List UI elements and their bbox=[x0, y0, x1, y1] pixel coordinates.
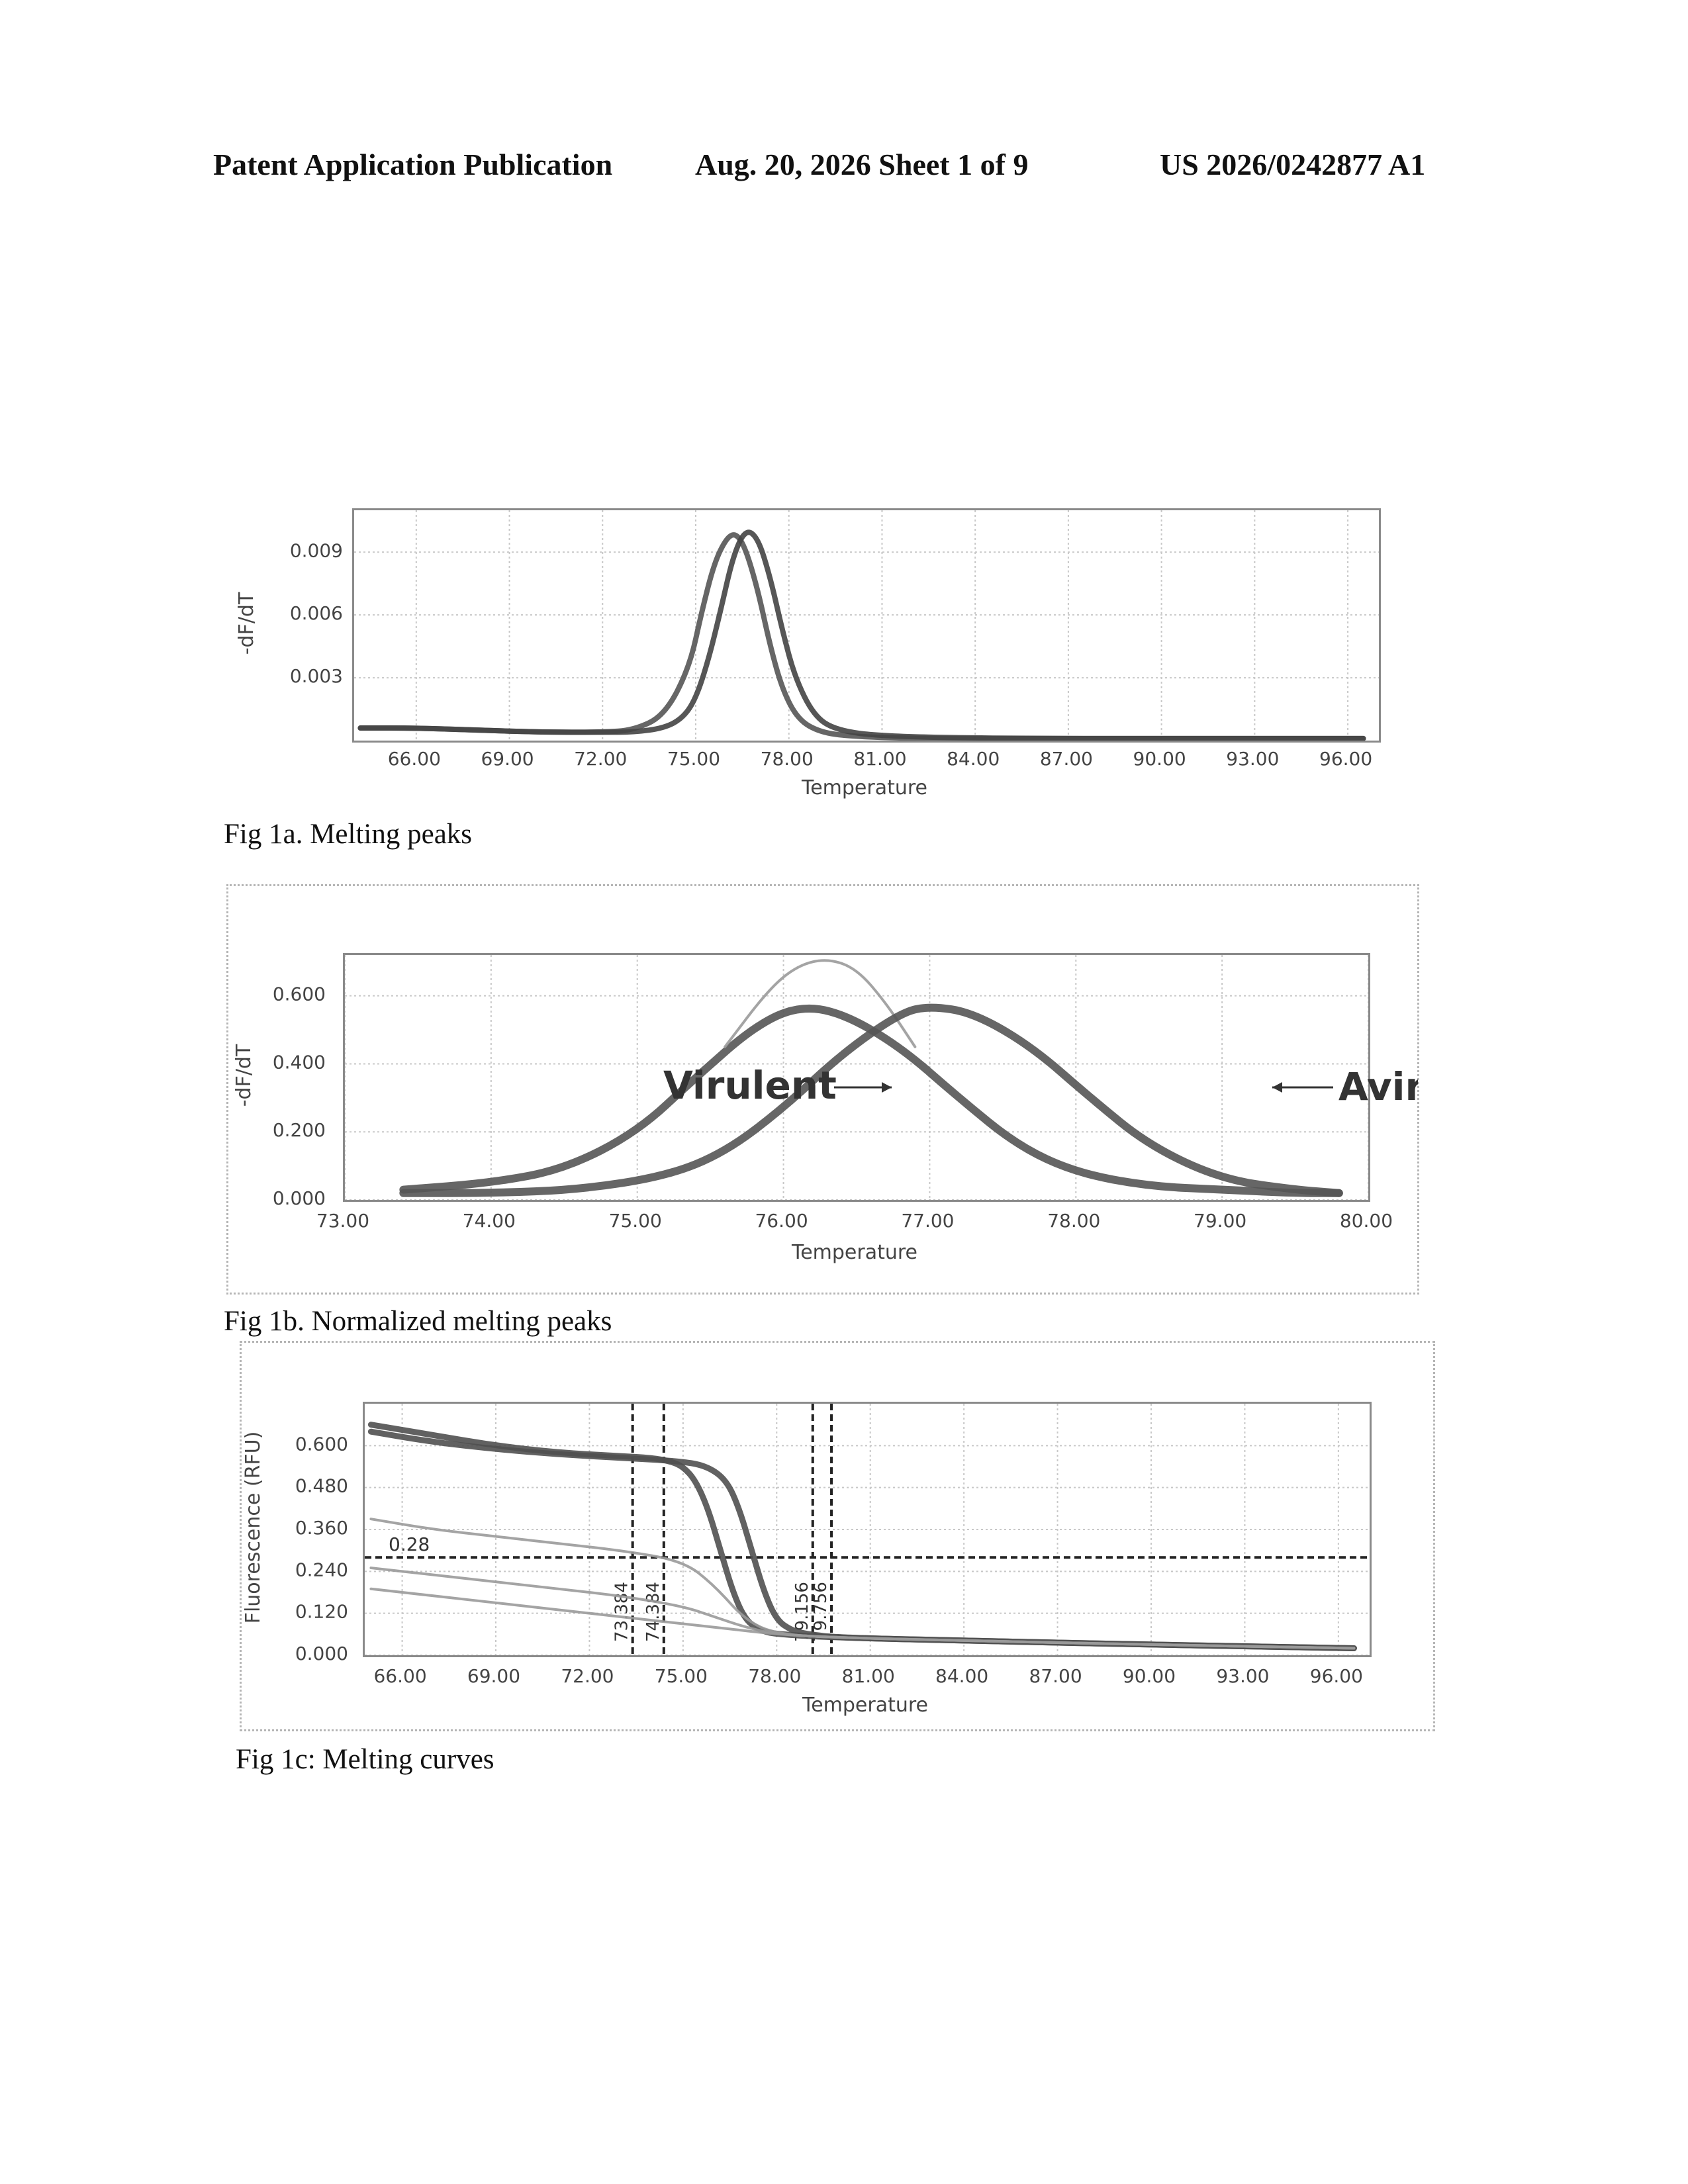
y-tick-label: 0.009 bbox=[290, 539, 343, 561]
x-tick-label: 72.00 bbox=[574, 748, 627, 770]
x-tick-label: 96.00 bbox=[1319, 748, 1372, 770]
y-tick-label: 0.400 bbox=[273, 1051, 326, 1073]
y-tick-label: 0.480 bbox=[295, 1475, 348, 1497]
x-tick-label: 90.00 bbox=[1123, 1665, 1176, 1687]
fig1b-axes: 73.00 74.00 75.00 76.00 77.00 78.00 79.00 80.00… bbox=[226, 953, 1418, 1291]
x-tick-label: 78.00 bbox=[761, 748, 814, 770]
patent-number: US 2026/0242877 A1 bbox=[1160, 147, 1425, 182]
x-tick-label: 90.00 bbox=[1133, 748, 1186, 770]
x-tick-label: 75.00 bbox=[655, 1665, 708, 1687]
x-tick-label: 75.00 bbox=[667, 748, 720, 770]
x-tick-label: 66.00 bbox=[373, 1665, 426, 1687]
fig1c-caption: Fig 1c: Melting curves bbox=[236, 1743, 494, 1776]
y-tick-label: 0.600 bbox=[295, 1433, 348, 1455]
y-tick-label: 0.240 bbox=[295, 1559, 348, 1580]
x-tick-label: 78.00 bbox=[748, 1665, 801, 1687]
y-tick-label: 0.600 bbox=[273, 983, 326, 1005]
y-tick-label: 0.120 bbox=[295, 1601, 348, 1623]
virulent-annotation: Virulent bbox=[663, 1063, 837, 1108]
x-axis-title: Temperature bbox=[791, 1241, 917, 1264]
y-tick-label: 0.003 bbox=[290, 665, 343, 687]
fig1a-caption: Fig 1a. Melting peaks bbox=[224, 818, 472, 850]
y-tick-label: 0.006 bbox=[290, 602, 343, 624]
x-tick-label: 93.00 bbox=[1226, 748, 1279, 770]
x-tick-label: 66.00 bbox=[388, 748, 441, 770]
y-axis-title: -dF/dT bbox=[232, 1044, 256, 1107]
publication-label: Patent Application Publication bbox=[213, 147, 612, 182]
x-tick-label: 87.00 bbox=[1040, 748, 1093, 770]
fig1a-axes: 66.00 69.00 72.00 75.00 78.00 81.00 84.00 87.00… bbox=[225, 508, 1417, 813]
x-tick-label: 84.00 bbox=[935, 1665, 988, 1687]
y-tick-label: 0.200 bbox=[273, 1119, 326, 1141]
y-tick-label: 0.000 bbox=[273, 1187, 326, 1209]
x-tick-label: 93.00 bbox=[1216, 1665, 1269, 1687]
date-sheet-label: Aug. 20, 2026 Sheet 1 of 9 bbox=[695, 147, 1028, 182]
x-tick-label: 75.00 bbox=[609, 1210, 662, 1232]
x-tick-label: 87.00 bbox=[1029, 1665, 1082, 1687]
y-axis-title: -dF/dT bbox=[235, 592, 258, 655]
x-tick-label: 76.00 bbox=[755, 1210, 808, 1232]
x-tick-label: 69.00 bbox=[467, 1665, 520, 1687]
avirulent-annotation: Avirulent bbox=[1338, 1064, 1418, 1109]
x-tick-label: 84.00 bbox=[947, 748, 1000, 770]
avirulent-arrowhead bbox=[1272, 1082, 1282, 1093]
x-tick-label: 73.00 bbox=[316, 1210, 369, 1232]
fig1b-caption: Fig 1b. Normalized melting peaks bbox=[224, 1305, 612, 1338]
x-tick-label: 96.00 bbox=[1310, 1665, 1363, 1687]
x-tick-label: 77.00 bbox=[901, 1210, 954, 1232]
x-tick-label: 79.00 bbox=[1194, 1210, 1246, 1232]
x-tick-label: 80.00 bbox=[1340, 1210, 1393, 1232]
fig1c-axes: 66.00 69.00 72.00 75.00 78.00 81.00 84.00 87.00… bbox=[240, 1402, 1431, 1733]
virulent-arrowhead bbox=[882, 1082, 892, 1093]
x-tick-label: 72.00 bbox=[561, 1665, 614, 1687]
x-tick-label: 78.00 bbox=[1047, 1210, 1100, 1232]
x-tick-label: 81.00 bbox=[842, 1665, 895, 1687]
x-tick-label: 74.00 bbox=[463, 1210, 516, 1232]
y-tick-label: 0.360 bbox=[295, 1517, 348, 1539]
y-axis-title: Fluorescence (RFU) bbox=[242, 1432, 265, 1624]
x-axis-title: Temperature bbox=[802, 1694, 928, 1717]
x-axis-title: Temperature bbox=[801, 776, 927, 799]
y-tick-label: 0.000 bbox=[295, 1643, 348, 1664]
x-tick-label: 69.00 bbox=[481, 748, 534, 770]
x-tick-label: 81.00 bbox=[853, 748, 906, 770]
